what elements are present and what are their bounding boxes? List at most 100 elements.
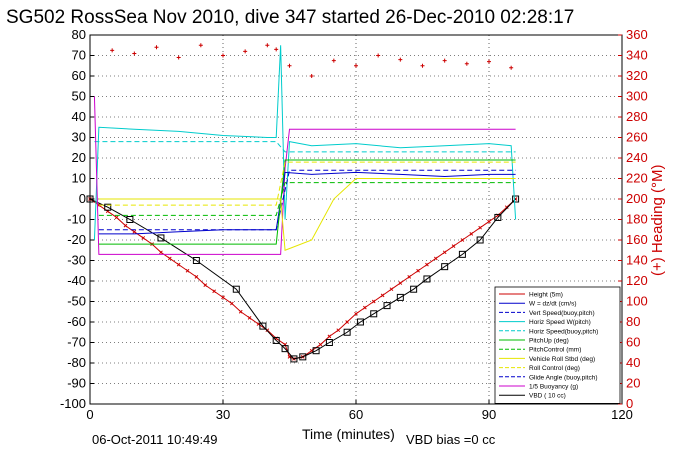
series-heading-m-point (442, 58, 447, 63)
series-vbd-10-cc-point (476, 236, 484, 244)
series-vbd-10-cc-point (396, 293, 404, 301)
series-heading-m-point (221, 53, 225, 58)
y-tick-label: -30 (67, 253, 86, 268)
x-tick-label: 90 (482, 407, 496, 422)
x-axis-label: Time (minutes) (302, 426, 395, 442)
series-height-5m-point (504, 205, 509, 210)
legend-label: Horiz Speed(buoy,pitch) (529, 328, 598, 335)
legend-label: Vehicle Roll Stbd (deg) (529, 356, 595, 363)
right-tick-label: 140 (626, 253, 648, 268)
chart-title: SG502 RossSea Nov 2010, dive 347 started… (6, 7, 574, 28)
series-height-5m-point (114, 215, 119, 220)
series-height-5m-point (238, 309, 243, 314)
y-tick-label: -10 (67, 212, 86, 227)
series-heading-m-point (243, 49, 248, 54)
series-heading-m-point (287, 63, 292, 68)
series-w-dz-dt-cm-s-line (98, 171, 516, 235)
series-vbd-10-cc-point (410, 285, 418, 293)
series-height-5m-point (194, 275, 199, 279)
series-height-5m-point (363, 305, 367, 310)
series-heading-m-point (132, 51, 137, 56)
y-tick-label: 30 (72, 130, 86, 145)
series-height-5m-point (442, 250, 447, 255)
legend-label: Glide Angle (buoy,pitch) (529, 374, 598, 381)
y-tick-label: -80 (67, 355, 86, 370)
series-heading-m-point (376, 53, 381, 58)
series-height-5m-point (123, 223, 128, 228)
right-tick-label: 0 (626, 396, 633, 411)
series-height-5m-point (425, 262, 429, 267)
y-tick-label: -50 (67, 294, 86, 309)
series-height-5m-point (221, 295, 225, 300)
y-tick-label: -20 (67, 232, 86, 247)
series-height-5m-point (371, 299, 376, 304)
series-vbd-10-cc-point (192, 257, 200, 264)
series-height-5m-point (460, 238, 465, 242)
legend-label: Vert Speed(buoy,pitch) (529, 310, 595, 317)
series-height-5m-point (478, 225, 482, 230)
series-height-5m-point (389, 287, 394, 292)
series-group (86, 43, 520, 363)
series-height-5m-point (159, 250, 163, 255)
series-heading-m-point (110, 48, 115, 53)
series-vbd-10-cc-point (423, 275, 431, 283)
series-vbd-10-cc-point (343, 328, 351, 336)
series-heading-m-point (265, 43, 270, 48)
y-tick-label: 70 (72, 48, 86, 63)
x-tick-label: 0 (86, 407, 93, 422)
series-1-5-buoyancy-g-line (93, 96, 516, 255)
series-vbd-10-cc-point (104, 203, 112, 211)
series-heading-m-point (398, 57, 403, 62)
series-height-5m-point (407, 275, 412, 279)
series-height-5m-point (212, 289, 216, 294)
series-height-5m-point (203, 283, 208, 287)
series-height-5m-point (167, 256, 172, 261)
y-tick-label: 80 (72, 27, 86, 42)
x-tick-label: 120 (611, 407, 633, 422)
series-vbd-10-cc-point (232, 285, 240, 293)
right-tick-label: 120 (626, 273, 648, 288)
x-tick-label: 30 (216, 407, 230, 422)
series-vbd-10-cc-point (494, 213, 502, 221)
right-tick-label: 180 (626, 212, 648, 227)
right-tick-label: 60 (626, 335, 640, 350)
right-tick-label: 280 (626, 109, 648, 124)
series-vbd-10-cc-point (259, 322, 267, 330)
series-height-5m-point (247, 316, 252, 320)
series-height-5m-line (89, 198, 516, 360)
right-tick-label: 200 (626, 191, 648, 206)
legend-label: PitchControl (mm) (529, 347, 581, 354)
series-height-5m-point (132, 229, 137, 234)
legend-label: VBD ( 10 cc) (529, 393, 566, 400)
right-tick-label: 360 (626, 27, 648, 42)
right-tick-label: 220 (626, 171, 648, 186)
series-height-5m-point (185, 268, 190, 273)
series-height-5m-point (354, 311, 358, 316)
legend-label: Height (5m) (529, 292, 563, 299)
right-tick-label: 320 (626, 68, 648, 83)
series-height-5m-point (451, 244, 456, 249)
y-tick-label: 40 (72, 109, 86, 124)
series-horiz-speed-w-pitch-line (93, 45, 517, 241)
series-height-5m-point (336, 328, 341, 333)
series-heading-m-point (420, 63, 425, 68)
y-tick-label: 0 (79, 191, 86, 206)
legend-label: 1/5 Buoyancy (g) (529, 384, 578, 391)
legend-box (494, 286, 621, 404)
series-roll-control-deg-line (98, 161, 516, 206)
series-heading-m-point (354, 63, 358, 68)
y-tick-label: 20 (72, 150, 86, 165)
right-tick-label: 80 (626, 314, 640, 329)
series-heading-m-point (464, 61, 469, 66)
legend-label: PitchUp (deg) (529, 338, 569, 345)
y-tick-label: 50 (72, 89, 86, 104)
right-axis-label: (+) Heading (°M) (649, 165, 666, 276)
series-heading-m-point (487, 59, 491, 64)
series-vehicle-roll-stbd-deg-line (98, 178, 516, 251)
series-heading-m-point (509, 65, 514, 70)
right-tick-label: 340 (626, 48, 648, 63)
series-vbd-10-cc-point (325, 339, 333, 346)
y-tick-label: -90 (67, 376, 86, 391)
series-pitchup-deg-line (98, 159, 516, 245)
